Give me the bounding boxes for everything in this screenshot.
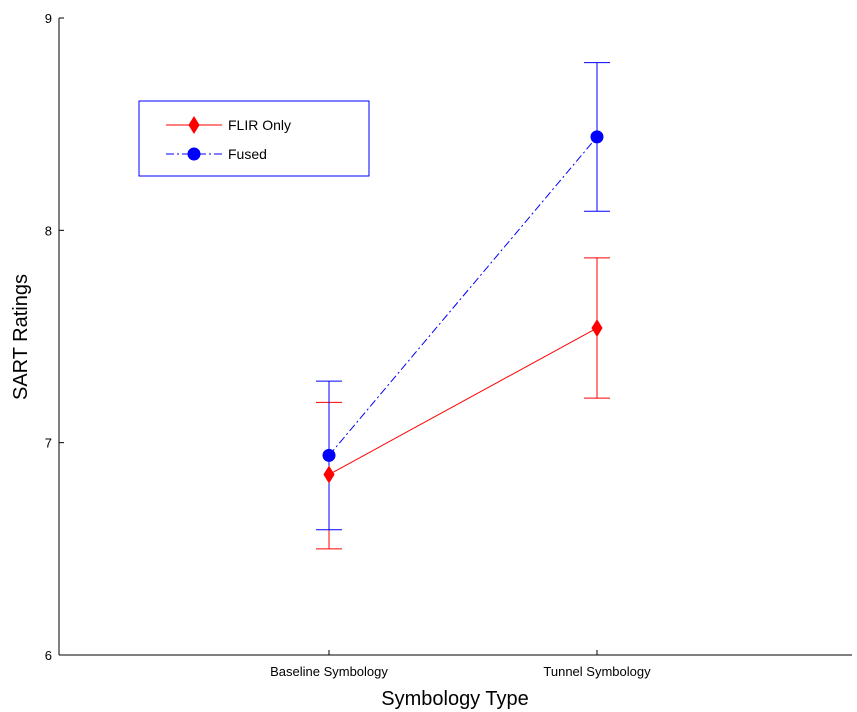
legend-marker	[188, 116, 200, 134]
legend-box	[138, 100, 370, 177]
y-tick-label: 7	[45, 436, 52, 451]
legend: FLIR Only Fused	[138, 100, 370, 177]
x-axis-title: Symbology Type	[381, 688, 529, 710]
legend-label: Fused	[228, 146, 267, 162]
data-point	[322, 448, 336, 462]
y-tick-label: 8	[45, 223, 52, 238]
data-point	[591, 319, 603, 337]
y-tick-label: 6	[45, 648, 52, 663]
y-tick-label: 9	[45, 11, 52, 26]
legend-marker	[187, 147, 201, 161]
data-point	[323, 465, 335, 484]
legend-label: FLIR Only	[228, 117, 291, 133]
data-point	[590, 130, 604, 144]
x-tick-label: Baseline Symbology	[270, 664, 388, 679]
series-lines	[328, 136, 598, 475]
x-tick-label: Tunnel Symbology	[543, 664, 651, 679]
series-line	[328, 136, 598, 456]
y-axis-title: SART Ratings	[10, 274, 32, 400]
series-markers	[322, 130, 604, 484]
series-line	[328, 327, 598, 475]
